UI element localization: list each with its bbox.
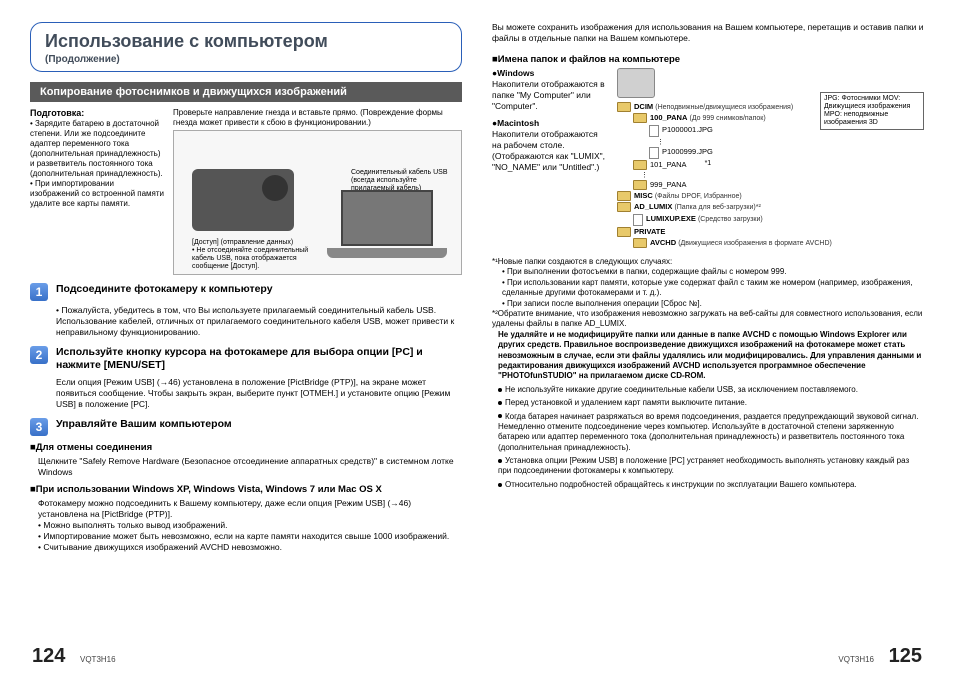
doc-code-left: VQT3H16 [80, 655, 116, 664]
cable-label: Соединительный кабель USB (всегда исполь… [351, 169, 451, 192]
cancel-heading: ■Для отмены соединения [30, 442, 462, 453]
os-macintosh: ●Macintosh Накопители отображаются на ра… [492, 118, 607, 173]
page-title-box: Использование с компьютером (Продолжение… [30, 22, 462, 72]
compat-heading: ■При использовании Windows XP, Windows V… [30, 484, 462, 495]
folder-icon [633, 160, 647, 170]
step-number-icon: 2 [30, 346, 48, 364]
step-number-icon: 1 [30, 283, 48, 301]
prep-title: Подготовка: [30, 108, 165, 119]
folder-icon [633, 113, 647, 123]
folder-icon [617, 227, 631, 237]
connection-diagram: Соединительный кабель USB (всегда исполь… [173, 130, 462, 275]
right-intro: Вы можете сохранить изображения для испо… [492, 22, 924, 44]
prep-item: • При импортировании изображений со встр… [30, 179, 165, 209]
step-body: • Пожалуйста, убедитесь в том, что Вы ис… [56, 305, 462, 338]
folder-tree: JPG: Фотоснимки MOV: Движущиеся изображе… [617, 68, 924, 249]
doc-code-right: VQT3H16 [838, 655, 874, 664]
sd-card-icon [617, 68, 655, 98]
step-body: Если опция [Режим USB] (→46) установлена… [56, 377, 462, 410]
diagram-top-note: Проверьте направление гнезда и вставьте … [173, 108, 462, 127]
step-3: 3 Управляйте Вашим компьютером [30, 418, 462, 436]
footnotes: *¹Новые папки создаются в следующих случ… [492, 257, 924, 490]
cancel-body: Щелкните "Safely Remove Hardware (Безопа… [38, 456, 462, 478]
folder-names-heading: ■Имена папок и файлов на компьютере [492, 54, 924, 65]
page-number-right: 125 [889, 645, 922, 668]
file-icon [649, 147, 659, 159]
file-icon [633, 214, 643, 226]
access-label: [Доступ] (отправление данных) • Не отсое… [192, 239, 310, 270]
folder-icon [617, 191, 631, 201]
laptop-illustration [327, 190, 447, 262]
step-number-icon: 3 [30, 418, 48, 436]
step-title: Используйте кнопку курсора на фотокамере… [56, 346, 462, 372]
section-heading: Копирование фотоснимков и движущихся изо… [30, 82, 462, 102]
step-2: 2 Используйте кнопку курсора на фотокаме… [30, 346, 462, 372]
step-title: Подсоедините фотокамеру к компьютеру [56, 283, 273, 301]
step-1: 1 Подсоедините фотокамеру к компьютеру [30, 283, 462, 301]
file-icon [649, 125, 659, 137]
folder-icon [617, 102, 631, 112]
os-windows: ●Windows Накопители отображаются в папке… [492, 68, 607, 112]
step-title: Управляйте Вашим компьютером [56, 418, 232, 436]
folder-icon [633, 238, 647, 248]
folder-icon [617, 202, 631, 212]
page-number-left: 124 [32, 645, 65, 668]
page-subtitle: (Продолжение) [45, 54, 447, 65]
compat-body: Фотокамеру можно подсоединить к Вашему к… [38, 498, 462, 553]
folder-icon [633, 180, 647, 190]
prep-item: • Зарядите батарею в достаточной степени… [30, 119, 165, 179]
page-title: Использование с компьютером [45, 31, 447, 52]
camera-illustration [192, 169, 294, 231]
